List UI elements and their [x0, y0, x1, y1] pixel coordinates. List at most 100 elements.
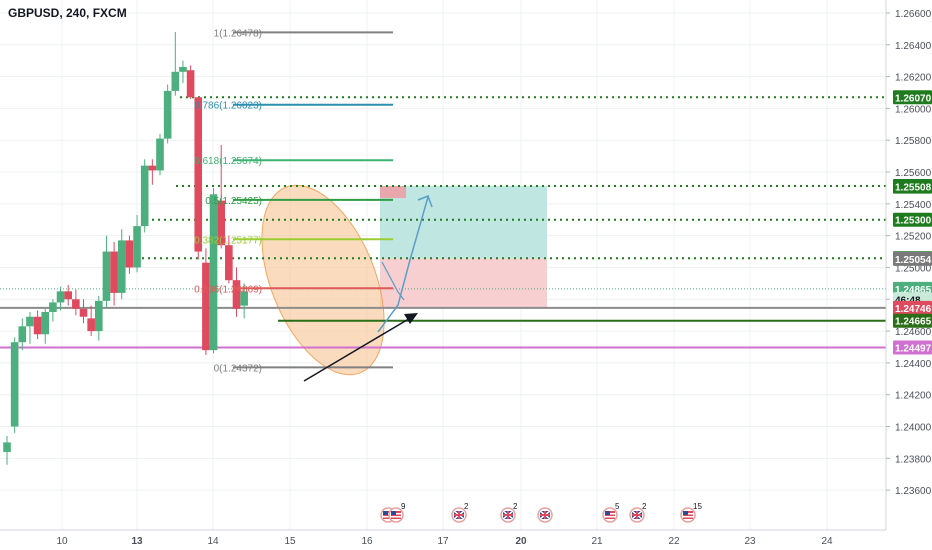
candle-body — [179, 67, 187, 72]
candle-body — [194, 97, 203, 252]
flag-cross-h — [540, 514, 550, 516]
y-tick-label: 1.24600 — [895, 327, 932, 338]
y-tick-label: 1.26200 — [895, 73, 932, 84]
candle — [225, 235, 233, 284]
candle — [140, 159, 149, 233]
fib-level-label: 1(1.26478) — [214, 28, 262, 39]
x-tick-label: 20 — [515, 536, 527, 547]
candle — [202, 248, 210, 355]
y-tick-label: 1.25400 — [895, 200, 932, 211]
projection-arrow-head — [417, 195, 433, 208]
candle-body — [26, 316, 34, 327]
candle-body — [117, 240, 126, 293]
candle-body — [163, 90, 172, 139]
price-badge: 1.24497 — [893, 340, 932, 355]
candle-body — [232, 280, 241, 309]
price-badge-bg — [893, 212, 932, 227]
price-badge: 1.26070 — [893, 90, 932, 105]
flag-canton — [391, 511, 396, 515]
candle-body — [156, 138, 164, 171]
flag-cross-h — [454, 514, 464, 516]
event-uk-flag-icon: 2 — [500, 502, 518, 523]
price-badge-bg — [893, 179, 932, 194]
candle-body — [33, 316, 42, 335]
candle — [87, 305, 95, 336]
candle-body — [95, 300, 103, 332]
candle — [125, 235, 134, 274]
candle — [209, 187, 218, 354]
price-badge-bg — [893, 300, 932, 315]
candle — [156, 133, 164, 176]
long-position-stop-zone — [380, 258, 547, 308]
candle-body — [64, 291, 72, 300]
event-uk-flag-icon: 2 — [629, 502, 647, 523]
price-badge-bg — [893, 340, 932, 355]
price-badge: 1.25054 — [893, 251, 932, 266]
price-badge-label: 1.24865 — [895, 285, 932, 296]
y-tick-label: 1.25800 — [895, 136, 932, 147]
event-count: 2 — [642, 502, 647, 511]
price-badge-label: 1.24746 — [895, 304, 932, 315]
candle-body — [41, 311, 50, 335]
y-tick-label: 1.26600 — [895, 9, 932, 20]
y-tick-label: 1.23800 — [895, 454, 932, 465]
long-position-target-zone — [380, 186, 547, 259]
long-position-marker — [380, 186, 406, 199]
flag-canton — [683, 511, 688, 515]
candle-body — [49, 302, 57, 312]
flag-canton — [383, 511, 388, 515]
candle — [79, 299, 88, 324]
candle — [10, 337, 19, 433]
y-tick-label: 1.24000 — [895, 423, 932, 434]
fibonacci-retracement: 1(1.26478) 0.786(1.26023) 0.618(1.25674) 0.… — [194, 28, 393, 374]
event-count: 2 — [464, 502, 469, 511]
candle — [186, 65, 195, 99]
y-tick-label: 1.23600 — [895, 486, 932, 497]
candle — [148, 159, 157, 185]
price-badge-label: 1.25508 — [895, 183, 932, 194]
candle — [18, 318, 27, 351]
symbol-title: GBPUSD, 240, FXCM — [8, 6, 127, 20]
candle — [41, 308, 50, 344]
price-badge-bg — [893, 251, 932, 266]
candle — [232, 267, 241, 317]
candle — [49, 299, 57, 322]
candle-body — [56, 291, 65, 303]
candle-body — [217, 200, 225, 246]
price-badge: 1.24665 — [893, 313, 932, 328]
candles — [3, 32, 248, 465]
y-tick-label: 1.24400 — [895, 359, 932, 370]
candle-body — [110, 251, 118, 293]
price-badge: 1.24746 — [893, 300, 932, 315]
x-tick-label: 24 — [821, 536, 833, 547]
flag-stripe-white — [683, 516, 693, 518]
event-uk-flag-icon: 2 — [451, 502, 469, 523]
event-uk-flag-icon — [537, 507, 553, 523]
y-tick-label: 1.25600 — [895, 168, 932, 179]
event-us-flag-icon: 9 — [380, 502, 406, 523]
candle-body — [10, 342, 19, 427]
candle-body — [202, 262, 210, 351]
candle-body — [171, 71, 180, 91]
event-count: 9 — [401, 502, 406, 511]
event-us-flag-icon: 15 — [680, 502, 702, 523]
price-badge-label: 1.25300 — [895, 216, 932, 227]
candle-body — [140, 165, 149, 227]
candle — [33, 310, 42, 340]
candle-body — [102, 251, 111, 301]
price-badge: 1.25508 — [893, 179, 932, 194]
x-tick-label: 22 — [668, 536, 680, 547]
flag-canton — [605, 511, 610, 515]
x-tick-label: 13 — [131, 536, 143, 547]
flag-cross-h — [632, 514, 642, 516]
fib-level-label: 0.236(1.24869) — [194, 284, 262, 295]
flag-stripe-white — [391, 516, 401, 518]
x-tick-label: 21 — [591, 536, 603, 547]
candle-body — [148, 165, 157, 171]
price-badge-bg — [893, 313, 932, 328]
x-tick-label: 15 — [284, 536, 296, 547]
event-us-flag-icon: 5 — [602, 502, 620, 523]
candle — [194, 97, 203, 260]
y-tick-label: 1.25200 — [895, 232, 932, 243]
